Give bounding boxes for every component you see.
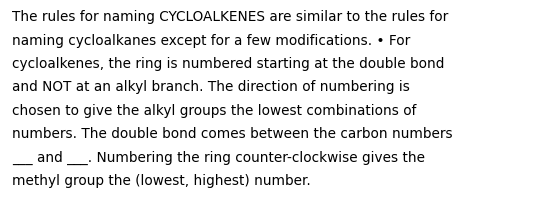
Text: numbers. The double bond comes between the carbon numbers: numbers. The double bond comes between t… xyxy=(12,127,453,141)
Text: The rules for naming CYCLOALKENES are similar to the rules for: The rules for naming CYCLOALKENES are si… xyxy=(12,10,448,24)
Text: naming cycloalkanes except for a few modifications. • For: naming cycloalkanes except for a few mod… xyxy=(12,33,410,47)
Text: ___ and ___. Numbering the ring counter-clockwise gives the: ___ and ___. Numbering the ring counter-… xyxy=(12,151,425,165)
Text: cycloalkenes, the ring is numbered starting at the double bond: cycloalkenes, the ring is numbered start… xyxy=(12,57,444,71)
Text: and NOT at an alkyl branch. The direction of numbering is: and NOT at an alkyl branch. The directio… xyxy=(12,80,410,94)
Text: chosen to give the alkyl groups the lowest combinations of: chosen to give the alkyl groups the lowe… xyxy=(12,104,416,118)
Text: methyl group the (lowest, highest) number.: methyl group the (lowest, highest) numbe… xyxy=(12,175,311,189)
